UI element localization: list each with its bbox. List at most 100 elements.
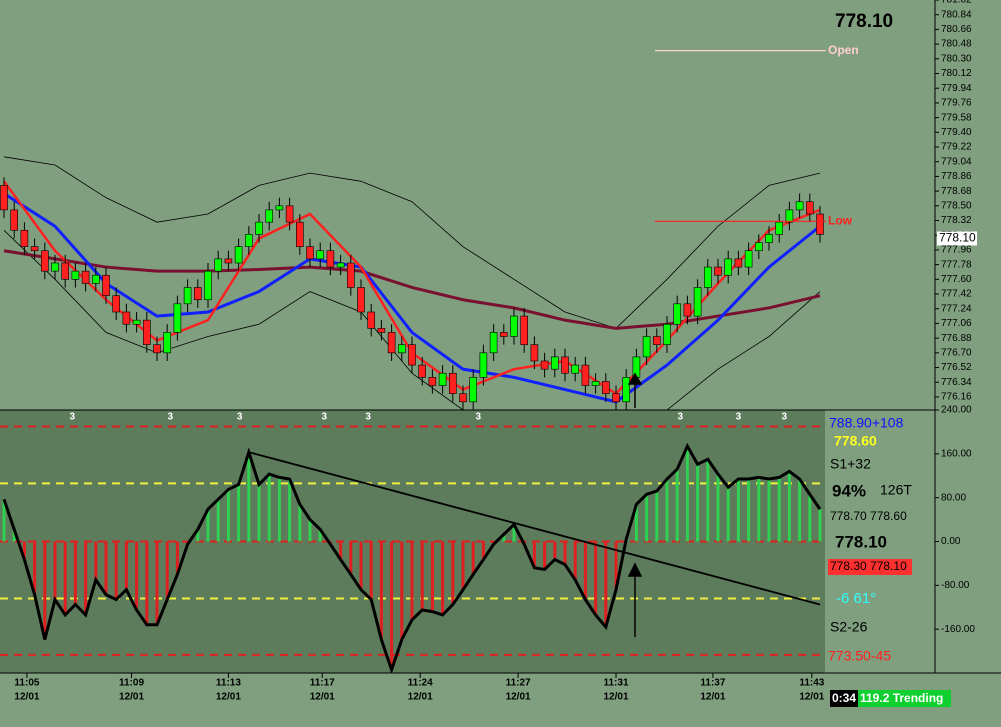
histogram-bar [277, 477, 281, 542]
histogram-bar [420, 541, 424, 610]
candle-body [30, 246, 39, 252]
y-tick-label: 776.52 [941, 362, 972, 373]
candle-body [51, 262, 59, 272]
y-tick-label: 779.22 [941, 142, 972, 153]
candle-body [367, 311, 376, 329]
candle-body [295, 221, 304, 247]
histogram-bar [736, 479, 740, 542]
histogram-bar [379, 541, 383, 640]
histogram-bar [543, 541, 547, 570]
level-label: Open [828, 43, 859, 57]
y-tick-label: -80.00 [941, 580, 970, 591]
candle-body [703, 266, 712, 288]
arrow-head [627, 562, 643, 577]
histogram-bar [563, 541, 567, 565]
histogram-bar [43, 541, 47, 640]
histogram-bar [808, 494, 812, 542]
candle-body [255, 221, 263, 235]
bar-note: 3 [476, 412, 482, 423]
y-tick-label: 0.00 [941, 536, 961, 547]
candle-body [642, 336, 651, 358]
histogram-bar [196, 529, 200, 542]
x-tick-label: 11:17 [310, 678, 335, 689]
status-time: 0:34 [832, 691, 856, 705]
histogram-bar [53, 541, 57, 600]
histogram-bar [237, 484, 241, 542]
x-tick-date: 12/01 [408, 692, 433, 703]
y-tick-label: 80.00 [941, 492, 966, 503]
histogram-bar [604, 541, 608, 627]
candle-body [194, 287, 202, 301]
candle-body [632, 356, 641, 378]
candle-body [795, 201, 804, 211]
candle-body [326, 250, 335, 268]
histogram-bar [410, 541, 414, 620]
candle-body [459, 393, 467, 403]
y-tick-label: 777.42 [941, 289, 972, 300]
candle-body [693, 287, 702, 317]
candle-body [510, 315, 518, 337]
y-tick-label: 780.30 [941, 53, 972, 64]
histogram-bar [502, 534, 506, 542]
x-tick-date: 12/01 [310, 692, 335, 703]
candle-body [734, 258, 743, 268]
candle-body [408, 344, 416, 366]
candle-body [448, 372, 457, 394]
histogram-bar [614, 541, 618, 590]
candle-body [357, 287, 365, 313]
candle-body [816, 213, 824, 235]
candle-body [530, 344, 539, 362]
y-tick-label: 779.40 [941, 127, 972, 138]
y-tick-label: 781.02 [941, 0, 972, 6]
oscillator-plot [0, 425, 825, 673]
candle-body [765, 234, 773, 243]
candle-body [775, 221, 784, 235]
candle-body [387, 332, 396, 354]
x-tick-date: 12/01 [700, 692, 725, 703]
candle-body [20, 230, 29, 247]
candle-body [561, 356, 569, 374]
histogram-bar [2, 499, 6, 542]
histogram-bar [94, 541, 98, 580]
candle-body [601, 381, 610, 394]
histogram-bar [726, 487, 730, 542]
histogram-bar [369, 541, 373, 600]
info-text: 778.60 [834, 433, 877, 449]
histogram-bar [818, 509, 822, 542]
y-tick-label: 778.86 [941, 171, 972, 182]
trend-line [248, 451, 821, 606]
histogram-bar [155, 541, 159, 625]
candle-body [744, 250, 753, 268]
histogram-bar [12, 529, 16, 542]
y-tick-label: 777.60 [941, 274, 972, 285]
histogram-bar [63, 541, 67, 615]
y-tick-label: 240.00 [941, 405, 972, 416]
candle-body [550, 356, 559, 370]
histogram-bar [512, 524, 516, 542]
histogram-bar [165, 541, 169, 600]
candle-body [61, 262, 70, 280]
histogram-bar [787, 471, 791, 542]
histogram-bar [757, 477, 761, 542]
candle-body [805, 201, 814, 215]
candle-body [183, 287, 192, 305]
candle-body [438, 372, 447, 386]
histogram-bar [349, 541, 353, 575]
candle-body [265, 209, 274, 223]
info-text: 126T [880, 482, 912, 498]
histogram-bar [451, 541, 455, 605]
candle-body [163, 332, 171, 354]
candle-body [652, 336, 661, 345]
histogram-bar [257, 484, 261, 542]
y-tick-label: 776.88 [941, 333, 972, 344]
y-tick-label: 777.78 [941, 259, 972, 270]
histogram-bar [645, 494, 649, 542]
histogram-bar [298, 504, 302, 542]
bar-note: 3 [782, 412, 788, 423]
candle-body [469, 377, 478, 403]
info-text: 94% [832, 481, 866, 500]
x-tick-label: 11:09 [119, 678, 144, 689]
info-text: 773.50-45 [828, 648, 891, 664]
histogram-bar [655, 491, 659, 542]
